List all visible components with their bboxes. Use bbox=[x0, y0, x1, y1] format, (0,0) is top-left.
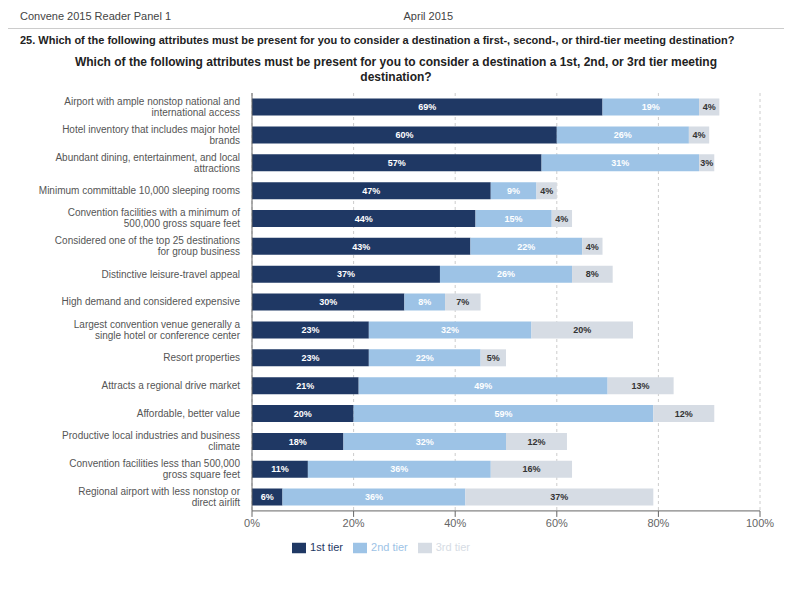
svg-text:Considered one of the top 25 d: Considered one of the top 25 destination… bbox=[55, 235, 240, 257]
svg-text:8%: 8% bbox=[418, 297, 431, 307]
svg-text:9%: 9% bbox=[507, 186, 520, 196]
svg-text:Regional airport with less non: Regional airport with less nonstop ordir… bbox=[78, 486, 240, 508]
svg-text:23%: 23% bbox=[301, 353, 319, 363]
svg-text:21%: 21% bbox=[296, 381, 314, 391]
svg-text:11%: 11% bbox=[271, 464, 289, 474]
svg-text:44%: 44% bbox=[355, 214, 373, 224]
svg-text:4%: 4% bbox=[586, 242, 599, 252]
svg-text:3%: 3% bbox=[700, 158, 713, 168]
svg-text:59%: 59% bbox=[494, 409, 512, 419]
svg-text:69%: 69% bbox=[418, 102, 436, 112]
svg-text:16%: 16% bbox=[522, 464, 540, 474]
html-text:Which of the following attribu: Which of the following attributes must b… bbox=[75, 55, 717, 84]
svg-text:23%: 23% bbox=[301, 325, 319, 335]
svg-text:57%: 57% bbox=[388, 158, 406, 168]
svg-text:60%: 60% bbox=[546, 517, 568, 529]
svg-text:Abundant dining, entertainment: Abundant dining, entertainment, and loca… bbox=[55, 152, 240, 174]
svg-text:7%: 7% bbox=[456, 297, 469, 307]
svg-text:4%: 4% bbox=[540, 186, 553, 196]
svg-text:43%: 43% bbox=[352, 242, 370, 252]
svg-text:37%: 37% bbox=[337, 269, 355, 279]
svg-text:20%: 20% bbox=[343, 517, 365, 529]
svg-text:100%: 100% bbox=[746, 517, 774, 529]
svg-text:Largest convention venue gener: Largest convention venue generally asing… bbox=[74, 319, 241, 341]
svg-text:60%: 60% bbox=[395, 130, 413, 140]
html-text:2nd tier: 2nd tier bbox=[371, 540, 408, 553]
svg-text:32%: 32% bbox=[416, 437, 434, 447]
svg-text:5%: 5% bbox=[487, 353, 500, 363]
svg-text:Affordable, better value: Affordable, better value bbox=[137, 408, 241, 419]
svg-text:4%: 4% bbox=[555, 214, 568, 224]
html-text:1st tier: 1st tier bbox=[310, 540, 343, 553]
svg-text:6%: 6% bbox=[261, 492, 274, 502]
html-text:3rd tier: 3rd tier bbox=[435, 540, 470, 553]
svg-text:13%: 13% bbox=[632, 381, 650, 391]
svg-text:Hotel inventory that includes: Hotel inventory that includes major hote… bbox=[62, 124, 240, 146]
svg-text:0%: 0% bbox=[244, 517, 260, 529]
svg-text:Convention facilities with a m: Convention facilities with a minimum of5… bbox=[68, 207, 241, 229]
svg-text:Productive local industries an: Productive local industries and business… bbox=[62, 430, 240, 452]
html-text:April 2015: April 2015 bbox=[403, 10, 454, 22]
svg-text:20%: 20% bbox=[573, 325, 591, 335]
svg-text:30%: 30% bbox=[319, 297, 337, 307]
svg-text:8%: 8% bbox=[586, 269, 599, 279]
svg-text:31%: 31% bbox=[611, 158, 629, 168]
svg-text:80%: 80% bbox=[647, 517, 669, 529]
svg-text:19%: 19% bbox=[642, 102, 660, 112]
svg-text:20%: 20% bbox=[294, 409, 312, 419]
html-text:25. Which of the following att: 25. Which of the following attributes mu… bbox=[20, 34, 735, 46]
svg-text:18%: 18% bbox=[289, 437, 307, 447]
svg-text:High demand and considered exp: High demand and considered expensive bbox=[62, 296, 241, 307]
svg-text:Distinctive leisure-travel app: Distinctive leisure-travel appeal bbox=[102, 269, 240, 280]
svg-text:Resort properties: Resort properties bbox=[163, 352, 240, 363]
svg-text:26%: 26% bbox=[614, 130, 632, 140]
svg-text:47%: 47% bbox=[362, 186, 380, 196]
svg-text:22%: 22% bbox=[416, 353, 434, 363]
svg-text:36%: 36% bbox=[365, 492, 383, 502]
html-text:Convene 2015 Reader Panel 1: Convene 2015 Reader Panel 1 bbox=[20, 10, 172, 22]
svg-text:37%: 37% bbox=[550, 492, 568, 502]
svg-text:40%: 40% bbox=[444, 517, 466, 529]
svg-text:26%: 26% bbox=[497, 269, 515, 279]
svg-text:22%: 22% bbox=[517, 242, 535, 252]
svg-text:12%: 12% bbox=[527, 437, 545, 447]
svg-text:49%: 49% bbox=[474, 381, 492, 391]
svg-text:Attracts a regional drive mark: Attracts a regional drive market bbox=[102, 380, 241, 391]
svg-text:15%: 15% bbox=[505, 214, 523, 224]
svg-text:4%: 4% bbox=[703, 102, 716, 112]
svg-text:Airport with ample nonstop nat: Airport with ample nonstop national andi… bbox=[64, 96, 240, 118]
svg-text:Minimum committable 10,000 sle: Minimum committable 10,000 sleeping room… bbox=[39, 185, 240, 196]
svg-text:4%: 4% bbox=[693, 130, 706, 140]
svg-text:36%: 36% bbox=[390, 464, 408, 474]
svg-text:32%: 32% bbox=[441, 325, 459, 335]
svg-text:Convention facilities less tha: Convention facilities less than 500,000g… bbox=[69, 458, 240, 480]
svg-text:12%: 12% bbox=[675, 409, 693, 419]
